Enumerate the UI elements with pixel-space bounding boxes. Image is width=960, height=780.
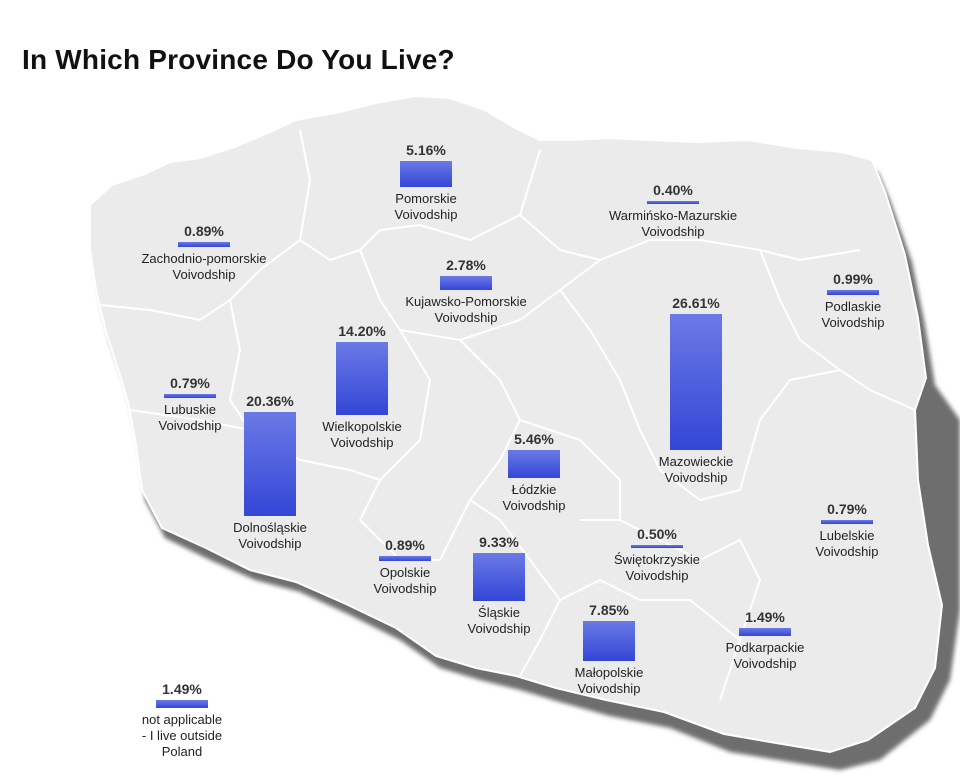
- data-label: 0.89%: [184, 223, 224, 239]
- data-label: 9.33%: [479, 534, 519, 550]
- bar: [164, 394, 216, 398]
- province-lubuskie: 0.79% Lubuskie Voivodship: [95, 374, 285, 434]
- data-label: 7.85%: [589, 602, 629, 618]
- province-name: Voivodship: [625, 568, 689, 583]
- province-dolnoslaskie: 20.36% Dolnośląskie Voivodship: [175, 392, 365, 552]
- province-name: Voivodship: [467, 621, 531, 636]
- bar: [508, 450, 560, 478]
- data-label: 5.46%: [514, 431, 554, 447]
- bar: [739, 628, 791, 636]
- province-name: Voivodship: [821, 315, 885, 330]
- data-label: 1.49%: [745, 609, 785, 625]
- province-lodzkie: 5.46% Łódzkie Voivodship: [439, 430, 629, 514]
- province-name: Małopolskie: [574, 665, 644, 680]
- province-name: Podkarpackie: [725, 640, 805, 655]
- province-pomorskie: 5.16% Pomorskie Voivodship: [331, 141, 521, 223]
- province-name: Voivodship: [664, 470, 728, 485]
- data-label: 26.61%: [672, 295, 720, 311]
- province-swietokrzyskie: 0.50% Świętokrzyskie Voivodship: [562, 525, 752, 584]
- province-name: Warmińsko-Mazurskie: [608, 208, 738, 223]
- province-name: not applicable: [141, 712, 223, 727]
- province-wielkopolskie: 14.20% Wielkopolskie Voivodship: [267, 322, 457, 451]
- province-name: Voivodship: [158, 418, 222, 433]
- bar: [336, 342, 388, 415]
- province-name: Voivodship: [733, 656, 797, 671]
- province-name: Voivodship: [641, 224, 705, 239]
- bar: [156, 700, 208, 708]
- bar: [440, 276, 492, 290]
- province-name: Kujawsko-Pomorskie: [405, 294, 527, 309]
- data-label: 2.78%: [446, 257, 486, 273]
- province-mazowieckie: 26.61% Mazowieckie Voivodship: [601, 294, 791, 486]
- province-name: Voivodship: [815, 544, 879, 559]
- data-label: 1.49%: [162, 681, 202, 697]
- province-malopolskie: 7.85% Małopolskie Voivodship: [514, 601, 704, 697]
- province-name: Śląskie: [478, 605, 520, 620]
- data-label: 20.36%: [246, 393, 294, 409]
- province-opolskie: 0.89% Opolskie Voivodship: [310, 536, 500, 597]
- bar: [473, 553, 525, 601]
- province-not-applicable: 1.49% not applicable - I live outside Polan…: [87, 680, 277, 760]
- bar: [821, 520, 873, 524]
- province-name: Voivodship: [577, 681, 641, 696]
- province-podlaskie: 0.99% Podlaskie Voivodship: [758, 270, 948, 331]
- province-name: Voivodship: [394, 207, 458, 222]
- province-name: Lubelskie: [819, 528, 875, 543]
- data-label: 0.89%: [385, 537, 425, 553]
- map-land: [89, 94, 944, 754]
- province-name: Voivodship: [434, 310, 498, 325]
- province-name: Voivodship: [330, 435, 394, 450]
- bar: [583, 621, 635, 661]
- province-name: Lubuskie: [163, 402, 217, 417]
- province-name: Dolnośląskie: [233, 520, 307, 535]
- province-warminsko-mazurskie: 0.40% Warmińsko-Mazurskie Voivodship: [578, 181, 768, 240]
- bar: [647, 201, 699, 204]
- data-label: 0.50%: [637, 526, 677, 542]
- bar: [631, 545, 683, 548]
- bar: [379, 556, 431, 561]
- data-label: 0.79%: [170, 375, 210, 391]
- data-label: 0.79%: [827, 501, 867, 517]
- province-name: Łódzkie: [511, 482, 557, 497]
- province-name: Podlaskie: [824, 299, 882, 314]
- province-name: Pomorskie: [395, 191, 457, 206]
- province-name: - I live outside: [141, 728, 223, 743]
- province-slaskie: 9.33% Śląskie Voivodship: [404, 533, 594, 637]
- bar: [827, 290, 879, 295]
- province-name: Opolskie: [379, 565, 431, 580]
- province-kujawsko-pomorskie: 2.78% Kujawsko-Pomorskie Voivodship: [371, 256, 561, 326]
- bar: [400, 161, 452, 187]
- data-label: 5.16%: [406, 142, 446, 158]
- province-name: Voivodship: [502, 498, 566, 513]
- data-label: 0.99%: [833, 271, 873, 287]
- data-label: 0.40%: [653, 182, 693, 198]
- province-zachodnio-pomorskie: 0.89% Zachodnio-pomorskie Voivodship: [109, 222, 299, 283]
- province-name: Voivodship: [373, 581, 437, 596]
- bar: [244, 412, 296, 516]
- province-name: Voivodship: [172, 267, 236, 282]
- province-name: Poland: [161, 744, 203, 759]
- bar: [670, 314, 722, 450]
- province-name: Wielkopolskie: [322, 419, 402, 434]
- province-podkarpackie: 1.49% Podkarpackie Voivodship: [670, 608, 860, 672]
- data-label: 14.20%: [338, 323, 386, 339]
- province-name: Świętokrzyskie: [614, 552, 700, 567]
- chart-title: In Which Province Do You Live?: [22, 44, 455, 75]
- bar: [178, 242, 230, 247]
- province-name: Zachodnio-pomorskie: [141, 251, 267, 266]
- province-name: Mazowieckie: [658, 454, 734, 469]
- province-lubelskie: 0.79% Lubelskie Voivodship: [752, 500, 942, 560]
- province-name: Voivodship: [238, 536, 302, 551]
